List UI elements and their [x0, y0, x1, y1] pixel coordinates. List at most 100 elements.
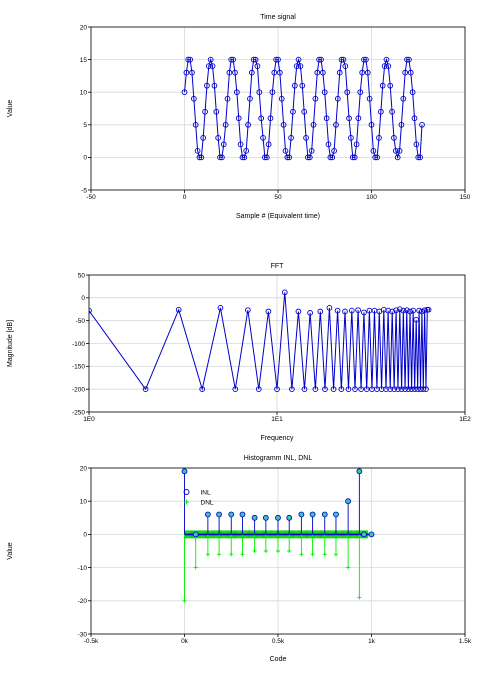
x-tick-label: 0k — [181, 638, 189, 645]
data-point — [402, 386, 408, 393]
data-point — [419, 308, 425, 315]
data-point — [364, 69, 371, 76]
data-point — [366, 95, 373, 102]
data-point — [398, 121, 405, 128]
inl-marker — [368, 531, 375, 538]
data-point — [255, 386, 262, 393]
plot-area — [181, 56, 425, 161]
data-point — [363, 56, 369, 63]
data-point — [389, 308, 396, 315]
dnl-marker — [193, 565, 198, 570]
series-line — [184, 57, 423, 160]
data-point — [247, 95, 253, 102]
data-point — [295, 56, 302, 63]
data-point — [194, 148, 201, 154]
data-point — [237, 141, 244, 148]
data-point — [336, 69, 343, 76]
data-point — [355, 115, 362, 122]
data-point — [345, 386, 352, 393]
y-tick-label: -50 — [76, 318, 86, 325]
data-point — [312, 95, 319, 102]
data-point — [275, 56, 281, 63]
y-tick-label: -150 — [72, 364, 85, 371]
data-point — [213, 108, 220, 115]
data-point — [425, 306, 432, 313]
inl-marker — [345, 498, 352, 505]
data-point — [310, 121, 317, 128]
legend-inl-marker — [183, 489, 190, 495]
x-tick-label: 150 — [460, 194, 471, 201]
dnl-marker — [322, 552, 327, 557]
data-point — [301, 386, 308, 393]
y-axis-label: Value — [7, 100, 14, 117]
data-point — [393, 307, 399, 314]
x-axis-label: Frequency — [260, 435, 294, 442]
data-point — [323, 115, 330, 122]
data-point — [204, 82, 210, 89]
inl-marker — [192, 531, 199, 538]
inl-marker — [228, 511, 235, 518]
data-point — [278, 95, 285, 102]
data-point — [351, 154, 358, 161]
data-point — [348, 134, 354, 141]
data-point — [301, 108, 308, 115]
data-point — [407, 308, 413, 315]
data-point — [355, 307, 361, 314]
data-point — [314, 69, 321, 76]
data-point — [290, 108, 296, 115]
data-point — [387, 82, 394, 89]
y-tick-label: -20 — [78, 598, 88, 605]
data-point — [381, 63, 388, 69]
data-point — [352, 386, 358, 393]
data-point — [413, 141, 420, 148]
data-point — [293, 63, 300, 69]
data-point — [256, 89, 263, 96]
data-point — [348, 307, 355, 314]
data-point — [220, 141, 227, 148]
data-point — [250, 56, 257, 63]
y-tick-label: 15 — [80, 57, 88, 64]
data-point — [226, 69, 233, 76]
data-point — [274, 386, 280, 393]
data-point — [191, 95, 197, 102]
inl-marker — [262, 514, 269, 521]
data-point — [316, 56, 322, 63]
dnl-marker — [346, 565, 351, 570]
data-point — [421, 307, 428, 314]
y-tick-label: -5 — [81, 187, 87, 194]
y-tick-label: -10 — [78, 565, 88, 572]
inl-marker — [333, 511, 339, 518]
dnl-marker — [229, 552, 234, 557]
x-tick-label: -0.5k — [84, 638, 99, 645]
y-tick-label: 10 — [80, 499, 88, 506]
data-point — [361, 56, 367, 63]
data-point — [262, 154, 268, 161]
data-point — [385, 307, 391, 314]
y-axis-label: Magnitude [dB] — [7, 320, 14, 367]
data-point — [265, 308, 272, 315]
data-point — [297, 63, 304, 69]
data-point — [338, 56, 345, 63]
data-point — [205, 63, 212, 69]
y-axis-label: Value — [7, 542, 14, 559]
data-point — [312, 386, 319, 393]
data-point — [175, 306, 182, 313]
data-point — [423, 386, 429, 393]
data-point — [358, 386, 364, 393]
data-point — [183, 69, 190, 76]
data-point — [420, 386, 427, 393]
inl-marker — [321, 511, 328, 518]
data-point — [411, 386, 418, 393]
y-tick-label: -30 — [78, 631, 88, 638]
x-tick-label: -50 — [86, 194, 96, 201]
dnl-marker — [205, 552, 210, 557]
data-point — [142, 386, 149, 393]
data-point — [235, 115, 242, 122]
data-point — [308, 148, 315, 154]
data-point — [239, 154, 246, 161]
data-point — [340, 56, 347, 63]
data-point — [396, 148, 403, 154]
dnl-marker — [276, 549, 280, 553]
data-point — [306, 154, 313, 161]
